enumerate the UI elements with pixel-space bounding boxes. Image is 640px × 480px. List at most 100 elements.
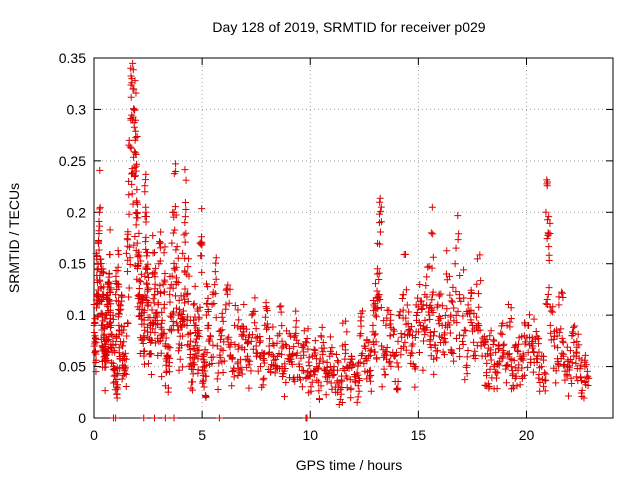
data-point [405,308,413,316]
data-point [333,366,341,374]
data-point [438,302,446,310]
data-point [520,371,528,379]
data-point [202,311,210,319]
data-point [443,323,451,331]
data-point [547,336,555,344]
data-point [185,255,193,263]
data-point [212,275,220,283]
data-point [196,303,204,311]
data-point [427,229,435,237]
data-point [215,327,223,335]
data-point [419,301,427,309]
data-point [376,295,384,303]
data-point [236,356,244,364]
data-point [97,309,105,317]
data-point [432,354,440,362]
data-point [570,338,578,346]
data-point [276,303,284,311]
data-point [256,337,264,345]
data-point [300,327,308,335]
data-point [161,414,169,422]
data-point [298,383,306,391]
data-point [519,356,527,364]
data-point [513,346,521,354]
data-point [167,327,175,335]
data-point [175,326,183,334]
data-point [107,284,115,292]
data-point [435,320,443,328]
data-point [180,292,188,300]
data-point [568,328,576,336]
data-point [542,208,550,216]
data-point [521,340,529,348]
data-point [170,308,178,316]
data-point [220,357,228,365]
data-point [105,269,113,277]
data-point [375,276,383,284]
data-point [125,136,133,144]
data-point [382,321,390,329]
data-point [179,307,187,315]
data-point [317,382,325,390]
data-point [544,178,552,186]
data-point [185,272,193,280]
data-point [140,308,148,316]
y-tick-label: 0.25 [59,153,86,169]
data-point [540,369,548,377]
data-point [152,264,160,272]
data-point [366,377,374,385]
data-point [538,363,546,371]
data-point [104,278,112,286]
data-point [288,351,296,359]
data-point [413,308,421,316]
data-point [471,351,479,359]
data-point [578,386,586,394]
data-point [396,308,404,316]
data-point [561,376,569,384]
data-point [545,213,553,221]
data-point [95,218,103,226]
data-point [543,235,551,243]
data-point [448,347,456,355]
data-point [193,342,201,350]
data-point [289,350,297,358]
data-point [276,330,284,338]
data-point [104,336,112,344]
data-point [223,290,231,298]
data-point [343,374,351,382]
data-point [248,331,256,339]
data-point [213,375,221,383]
data-point [127,93,135,101]
data-point [454,307,462,315]
data-point [195,346,203,354]
data-point [142,293,150,301]
data-point [520,352,528,360]
data-point [544,290,552,298]
data-point [461,376,469,384]
data-point [143,280,151,288]
data-point [381,371,389,379]
data-point [336,395,344,403]
data-point [376,194,384,202]
data-point [483,372,491,380]
data-point [397,351,405,359]
data-point [341,355,349,363]
data-point [497,329,505,337]
data-point [327,367,335,375]
data-point [115,250,123,258]
data-point [281,393,289,401]
data-point [215,359,223,367]
y-tick-label: 0 [78,410,86,426]
data-point [277,308,285,316]
data-point [172,160,180,168]
data-point [218,326,226,334]
data-point [464,347,472,355]
data-point [213,342,221,350]
data-point [114,370,122,378]
data-point [426,336,434,344]
data-point [167,313,175,321]
data-point [374,304,382,312]
data-point [158,308,166,316]
data-point [113,383,121,391]
